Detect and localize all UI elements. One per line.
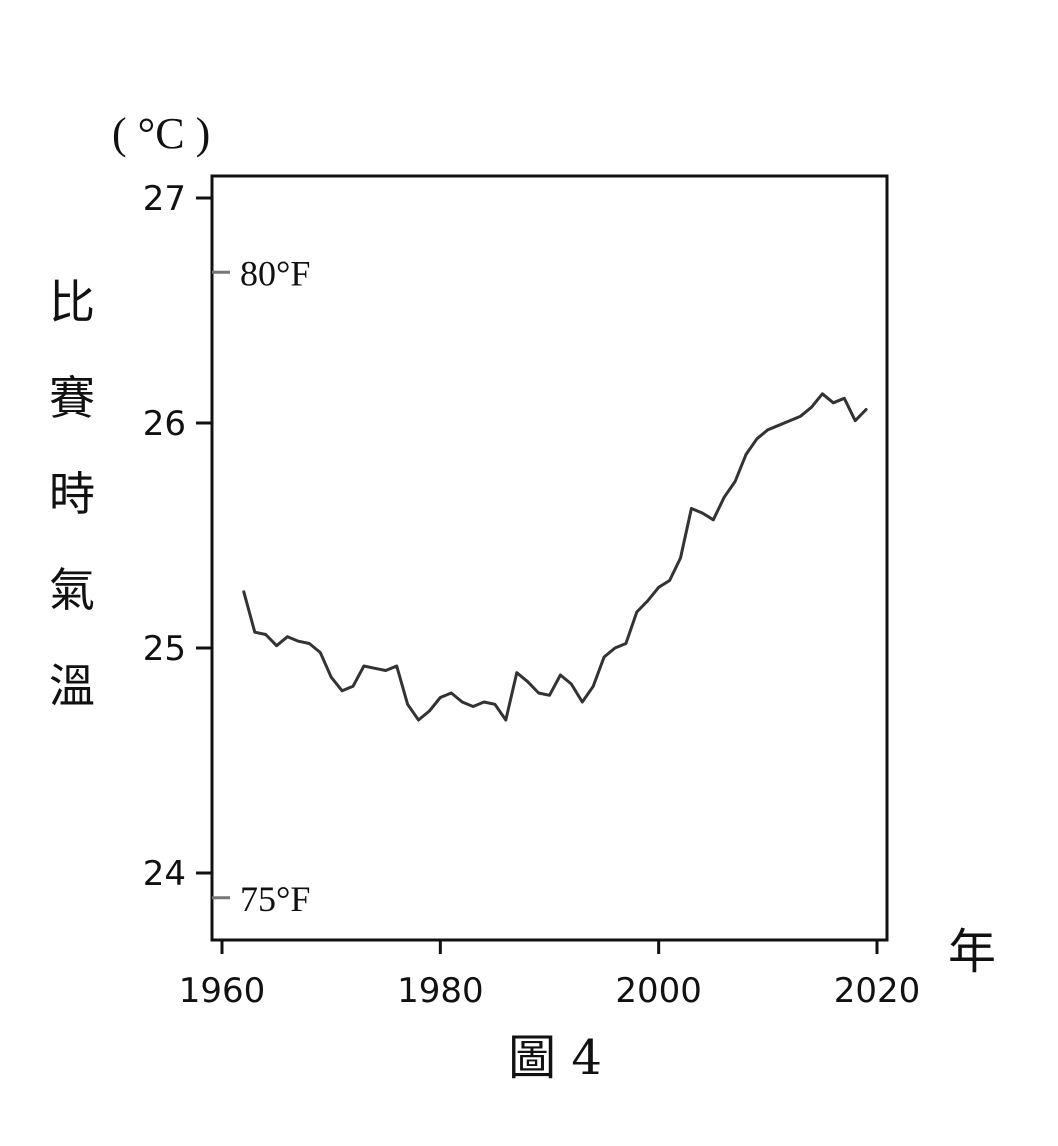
- data-point-1972: [351, 685, 355, 688]
- fahrenheit-ticks: 80°F 75°F: [212, 253, 310, 919]
- y-label-char-1: 賽: [49, 371, 95, 425]
- data-point-1963: [253, 631, 256, 634]
- y-label-char-4: 溫: [49, 659, 95, 713]
- data-point-2009: [755, 437, 759, 440]
- data-point-1994: [591, 685, 595, 688]
- y-tick-label-25: 25: [143, 629, 186, 669]
- data-point-2012: [788, 419, 791, 422]
- series-line: [242, 392, 868, 722]
- data-point-2019: [864, 408, 868, 411]
- y-tick-label-26: 26: [143, 404, 186, 444]
- data-point-1977: [406, 703, 409, 706]
- data-point-2003: [690, 507, 693, 510]
- data-point-2000: [657, 586, 660, 589]
- data-point-1998: [635, 610, 639, 614]
- data-point-1992: [570, 682, 573, 686]
- data-point-1990: [548, 694, 551, 697]
- y-axis-ticks: 24 25 26 27: [143, 179, 212, 894]
- data-point-1970: [329, 676, 333, 679]
- data-point-1967: [297, 640, 300, 643]
- data-point-2011: [777, 424, 780, 427]
- f-tick-label-1: 75°F: [240, 879, 310, 919]
- plot-frame: [210, 174, 889, 942]
- data-point-1995: [602, 655, 606, 659]
- y-tick-label-24: 24: [143, 854, 186, 894]
- data-point-1965: [275, 644, 278, 647]
- data-point-1982: [460, 700, 464, 704]
- data-point-2013: [799, 415, 802, 418]
- data-point-1996: [613, 646, 617, 650]
- data-point-1968: [308, 642, 311, 645]
- series-points: [242, 392, 868, 722]
- data-point-1976: [395, 664, 398, 668]
- y-label-char-0: 比: [49, 275, 95, 329]
- data-point-1999: [646, 599, 649, 602]
- data-point-2004: [701, 511, 704, 515]
- data-point-1981: [450, 691, 453, 695]
- data-point-1988: [526, 680, 529, 683]
- data-point-1987: [515, 671, 518, 674]
- data-point-2018: [853, 419, 857, 422]
- data-point-1971: [340, 689, 344, 692]
- data-point-1979: [428, 709, 431, 713]
- data-point-1969: [319, 651, 322, 654]
- x-tick-label-1960: 1960: [179, 971, 266, 1011]
- y-unit-label: ( °C ): [112, 109, 210, 158]
- data-point-1983: [471, 705, 475, 708]
- data-point-1978: [417, 718, 420, 722]
- y-label-char-3: 氣: [49, 563, 95, 617]
- x-axis-ticks: 1960 1980 2000 2020: [179, 940, 921, 1011]
- y-label-char-2: 時: [49, 467, 95, 521]
- data-point-1973: [362, 664, 366, 668]
- data-point-2005: [712, 518, 715, 521]
- data-point-2015: [821, 392, 824, 395]
- data-point-1993: [581, 700, 584, 704]
- data-point-1991: [559, 673, 562, 677]
- data-point-1997: [624, 642, 628, 645]
- data-point-1985: [493, 703, 497, 706]
- data-point-2002: [679, 556, 682, 560]
- figure-caption: 圖 4: [508, 1030, 602, 1086]
- x-tick-label-2020: 2020: [834, 971, 921, 1011]
- data-point-2007: [733, 480, 737, 483]
- y-tick-label-27: 27: [143, 179, 186, 219]
- data-point-2010: [766, 428, 770, 431]
- x-tick-label-1980: 1980: [397, 971, 484, 1011]
- data-point-2014: [810, 406, 813, 409]
- data-point-1974: [373, 667, 377, 670]
- data-point-2001: [668, 579, 671, 582]
- data-point-1975: [384, 669, 387, 672]
- data-point-2017: [843, 397, 846, 400]
- data-point-1966: [286, 635, 289, 638]
- data-point-1989: [537, 691, 540, 695]
- data-point-2006: [722, 496, 726, 499]
- data-point-1984: [482, 700, 486, 704]
- data-point-2016: [832, 401, 835, 404]
- x-tick-label-2000: 2000: [615, 971, 702, 1011]
- f-tick-label-0: 80°F: [240, 253, 310, 293]
- data-point-1962: [242, 590, 246, 593]
- x-unit-label: 年: [948, 924, 996, 980]
- data-point-2008: [744, 453, 748, 456]
- data-point-1980: [439, 696, 442, 699]
- data-point-1964: [264, 633, 267, 636]
- data-point-1986: [504, 718, 508, 722]
